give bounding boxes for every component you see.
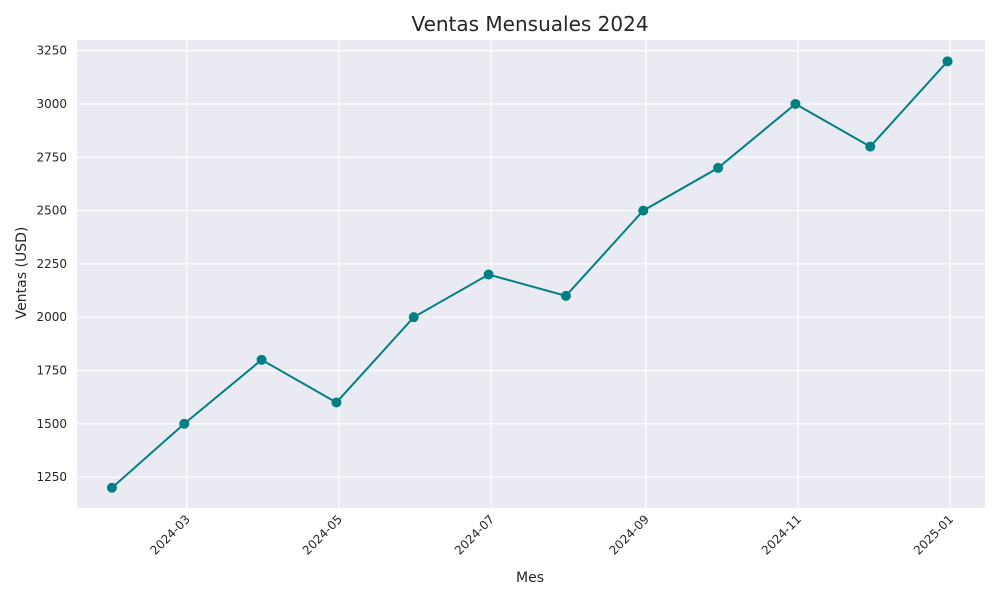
data-point	[865, 141, 876, 152]
y-tick-label: 1250	[36, 470, 67, 484]
series-line	[111, 60, 949, 489]
y-axis-label: Ventas (USD)	[14, 227, 30, 320]
y-tick-label: 2750	[36, 150, 67, 164]
y-tick-labels: 1250 1500 1750 2000 2250 2500 2750 3000 3250	[36, 44, 67, 484]
data-point	[483, 269, 494, 280]
plot-area	[77, 40, 985, 508]
x-axis-label: Mes	[516, 570, 544, 586]
y-tick-label: 3250	[36, 44, 67, 58]
data-point	[713, 162, 724, 173]
data-point	[408, 312, 419, 323]
chart-title: Ventas Mensuales 2024	[411, 12, 648, 36]
data-point	[256, 354, 267, 365]
x-tick-labels: 2024-03 2024-05 2024-07 2024-09 2024-11 2025-…	[148, 512, 957, 557]
x-tick-label: 2024-07	[452, 512, 497, 557]
y-tick-label: 2250	[36, 257, 67, 271]
x-tick-label: 2024-05	[300, 512, 345, 557]
y-tick-label: 1750	[36, 363, 67, 377]
data-point	[790, 98, 801, 109]
data-point	[331, 397, 342, 408]
x-tick-label: 2024-09	[607, 512, 652, 557]
y-gridlines	[77, 50, 985, 478]
x-gridlines	[186, 40, 951, 508]
x-tick-label: 2024-11	[759, 512, 804, 557]
data-point	[560, 290, 571, 301]
series-group	[106, 56, 953, 493]
y-tick-label: 3000	[36, 97, 67, 111]
data-point	[942, 56, 953, 67]
data-point	[106, 482, 117, 493]
x-tick-label: 2025-01	[911, 512, 956, 557]
y-tick-label: 1500	[36, 417, 67, 431]
x-tick-label: 2024-03	[148, 512, 193, 557]
data-point	[179, 418, 190, 429]
y-tick-label: 2500	[36, 204, 67, 218]
y-tick-label: 2000	[36, 310, 67, 324]
data-point	[638, 205, 649, 216]
